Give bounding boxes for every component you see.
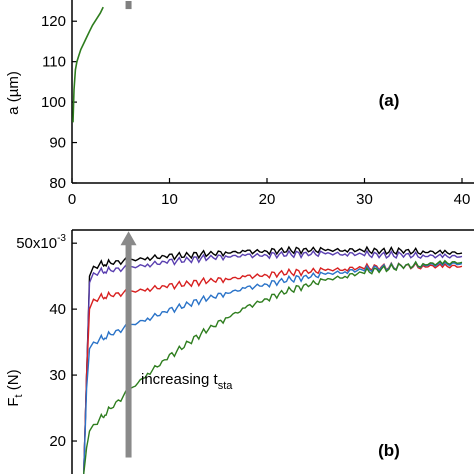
- panel-a-arrow-stub: [125, 1, 132, 10]
- panel-b-y-tick-label: 50x10-3: [16, 233, 66, 252]
- panel-a-y-tick-label: 80: [49, 175, 66, 192]
- panel-a-y-tick-label: 90: [49, 135, 66, 152]
- panel-a-label: (a): [379, 91, 400, 110]
- panel-b-annotation: increasing tsta: [141, 371, 233, 392]
- increasing-arrow-head: [120, 231, 137, 246]
- panel-b-series-line: [83, 249, 463, 474]
- panel-b-label: (b): [378, 441, 400, 460]
- panel-a-y-tick-label: 120: [41, 13, 66, 30]
- panel-a: 80 90 100 110 120 0 10 20 30 40 a (µm) (a): [5, 0, 474, 208]
- panel-a-y-tick-label: 100: [41, 94, 66, 111]
- panel-b-y-tick-label: 20: [49, 433, 66, 450]
- panel-b-series-line: [83, 259, 463, 474]
- panel-a-x-tick-label: 10: [161, 191, 178, 208]
- y-label-sub: t: [13, 394, 25, 397]
- panel-a-series-line: [72, 6, 104, 123]
- annotation-main-text: increasing t: [141, 371, 219, 388]
- panel-b-y-tick-label: 30: [49, 367, 66, 384]
- panel-a-x-tick-label: 20: [259, 191, 276, 208]
- annotation-subscript: sta: [218, 380, 234, 392]
- panel-a-y-axis-label: a (µm): [5, 71, 22, 115]
- panel-a-x-tick-label: 30: [356, 191, 373, 208]
- y-label-unit: (N): [5, 369, 22, 394]
- increasing-arrow-shaft: [125, 243, 132, 458]
- panel-a-x-tick-label: 0: [68, 191, 76, 208]
- panel-b-y-tick-label: 40: [49, 301, 66, 318]
- panel-b-series-line: [83, 245, 463, 474]
- panel-b: 20 30 40 50x10-3 increasing tsta Ft (N) (b): [5, 229, 474, 474]
- panel-a-x-tick-label: 40: [454, 191, 471, 208]
- y-label-main: F: [5, 397, 22, 406]
- panel-a-y-tick-label: 110: [42, 54, 66, 71]
- panel-b-y-axis-label: Ft (N): [5, 369, 25, 406]
